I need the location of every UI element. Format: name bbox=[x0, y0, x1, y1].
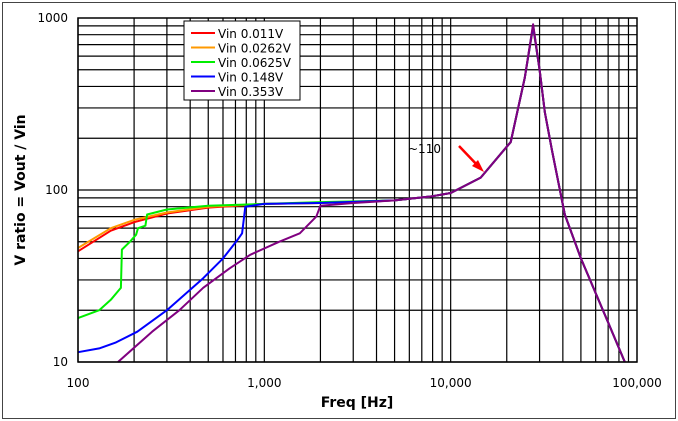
annotation-arrowhead bbox=[472, 160, 484, 172]
x-tick-label: 100 bbox=[67, 376, 90, 390]
series-line-0 bbox=[77, 26, 626, 363]
y-tick-label: 10 bbox=[53, 355, 68, 369]
y-tick-label: 100 bbox=[45, 183, 68, 197]
series-line-1 bbox=[77, 24, 626, 363]
legend-label: Vin 0.353V bbox=[218, 85, 284, 99]
y-tick-label: 1000 bbox=[37, 11, 68, 25]
series-line-4 bbox=[117, 23, 626, 363]
legend-box bbox=[183, 20, 301, 101]
series-line-2 bbox=[77, 24, 626, 363]
x-tick-label: 1,000 bbox=[247, 376, 281, 390]
x-tick-label: 100,000 bbox=[612, 376, 662, 390]
x-axis-title: Freq [Hz] bbox=[321, 395, 394, 411]
series-line-3 bbox=[77, 24, 626, 363]
plot-border bbox=[77, 17, 638, 363]
legend-label: Vin 0.0262V bbox=[218, 42, 292, 56]
legend-label: Vin 0.148V bbox=[218, 71, 284, 85]
annotation-text: ~110 bbox=[408, 142, 441, 156]
y-axis-title: V ratio = Vout / Vin bbox=[13, 114, 29, 265]
legend-label: Vin 0.0625V bbox=[218, 56, 292, 70]
legend-label: Vin 0.011V bbox=[218, 27, 284, 41]
x-tick-label: 10,000 bbox=[430, 376, 472, 390]
